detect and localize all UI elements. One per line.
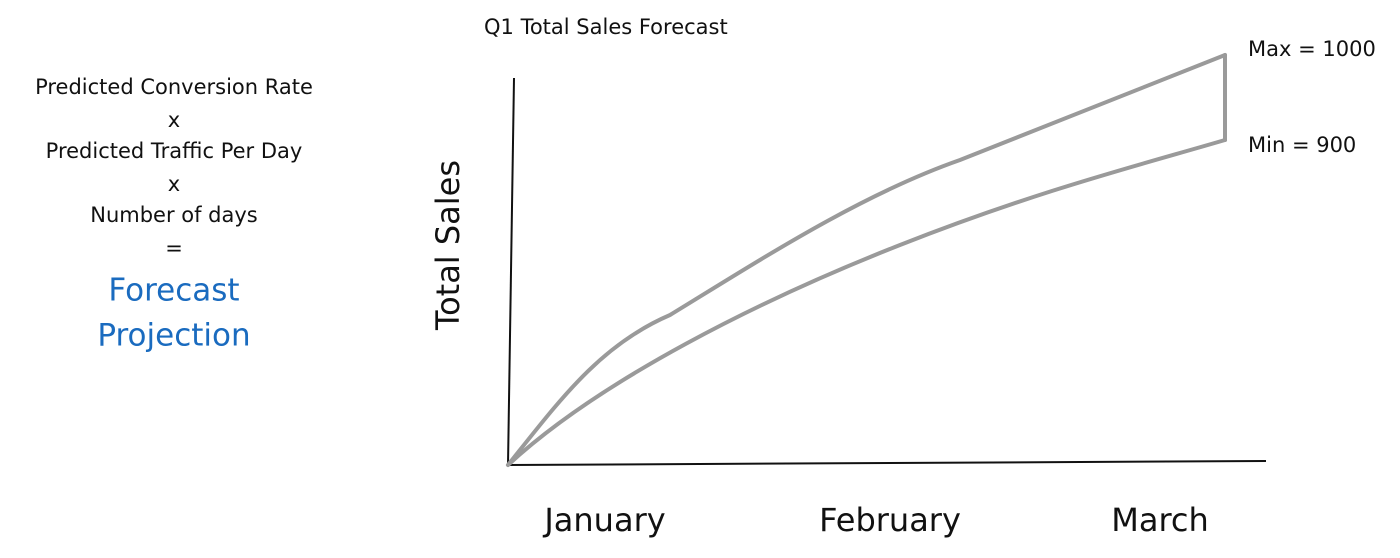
max-label: Max = 1000 (1248, 37, 1376, 61)
x-axis (507, 460, 1267, 466)
chart-title: Q1 Total Sales Forecast (484, 15, 728, 39)
formula-line: Predicted Conversion Rate (35, 75, 313, 99)
y-axis-label: Total Sales (429, 160, 467, 331)
min-label: Min = 900 (1248, 133, 1356, 157)
formula-line: x (168, 172, 180, 196)
min-curve (506, 138, 1227, 467)
month-label: February (819, 501, 961, 539)
max-curve (506, 53, 1227, 467)
month-label: January (542, 501, 665, 539)
formula-line: Number of days (90, 203, 258, 227)
formula-line: = (165, 236, 183, 260)
formula-result: Forecast (108, 273, 239, 309)
formula-line: x (168, 108, 180, 132)
y-axis (507, 77, 515, 466)
month-label: March (1111, 501, 1209, 539)
formula-line: Predicted Traffic Per Day (46, 139, 303, 163)
formula-result: Projection (97, 318, 250, 354)
